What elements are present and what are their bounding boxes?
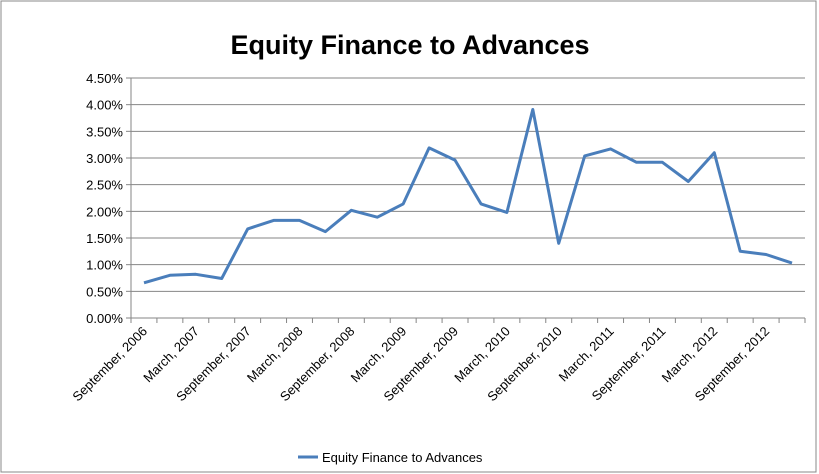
y-tick-label: 0.00% (86, 311, 123, 326)
y-tick-label: 2.50% (86, 178, 123, 193)
y-tick-label: 1.00% (86, 258, 123, 273)
y-tick-label: 1.50% (86, 231, 123, 246)
chart-title: Equity Finance to Advances (230, 30, 589, 60)
y-tick-label: 4.00% (86, 98, 123, 113)
y-tick-label: 0.50% (86, 284, 123, 299)
y-tick-label: 4.50% (86, 71, 123, 86)
legend-label: Equity Finance to Advances (322, 450, 483, 465)
y-tick-label: 3.00% (86, 151, 123, 166)
y-tick-label: 2.00% (86, 204, 123, 219)
y-tick-label: 3.50% (86, 124, 123, 139)
line-series (143, 108, 793, 285)
